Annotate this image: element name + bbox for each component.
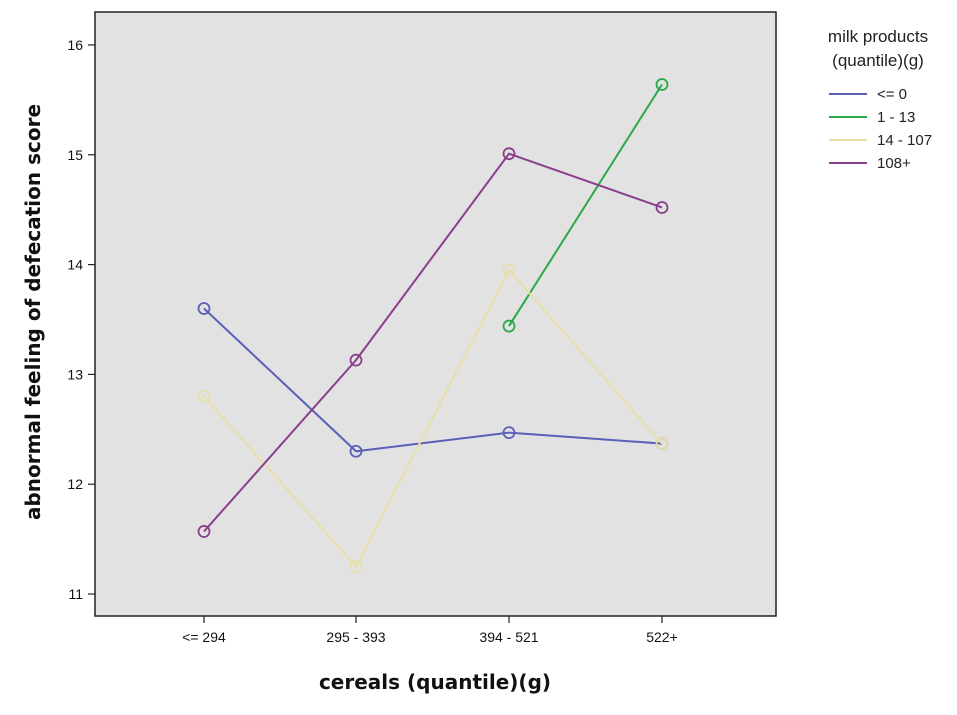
- series-line: [203, 307, 663, 453]
- series-layer: [197, 78, 669, 573]
- y-axis: 11 12 13 14 15 16: [67, 37, 95, 602]
- data-point: [197, 525, 211, 538]
- data-point: [655, 78, 669, 91]
- legend-label: 108+: [877, 155, 911, 172]
- y-axis-title: abnormal feeling of defecation score: [21, 104, 45, 520]
- series-line: [203, 152, 663, 533]
- data-point: [655, 201, 669, 214]
- x-tick-label: 295 - 393: [326, 629, 385, 645]
- y-tick-label: 16: [67, 37, 83, 53]
- y-tick-label: 12: [67, 476, 83, 492]
- data-point: [502, 263, 516, 277]
- data-point: [349, 353, 363, 367]
- data-point: [349, 444, 363, 458]
- y-tick-label: 11: [68, 586, 83, 602]
- y-tick-label: 15: [67, 147, 83, 163]
- x-axis-title: cereals (quantile)(g): [319, 670, 551, 694]
- data-point: [197, 302, 211, 315]
- y-tick-label: 14: [67, 257, 83, 273]
- data-point: [197, 389, 211, 403]
- series-line: [203, 268, 663, 569]
- legend-label: 14 - 107: [877, 132, 932, 149]
- y-tick-label: 13: [67, 366, 83, 382]
- x-tick-label: 394 - 521: [479, 629, 538, 645]
- x-tick-label: 522+: [646, 629, 678, 645]
- legend-label: <= 0: [877, 86, 907, 103]
- legend-title-line-1: milk products: [828, 27, 928, 46]
- data-point: [502, 147, 516, 161]
- legend-label: 1 - 13: [877, 109, 915, 126]
- plot-area: [94, 11, 777, 617]
- data-point: [502, 319, 516, 333]
- x-tick-label: <= 294: [182, 629, 226, 645]
- data-point: [502, 426, 516, 440]
- x-axis: <= 294 295 - 393 394 - 521 522+: [182, 616, 678, 645]
- data-point: [349, 560, 363, 573]
- legend-title-line-2: (quantile)(g): [832, 51, 924, 70]
- legend: milk products (quantile)(g) <= 0 1 - 13 14…: [828, 27, 932, 172]
- data-point: [655, 437, 669, 450]
- series-line: [508, 83, 663, 327]
